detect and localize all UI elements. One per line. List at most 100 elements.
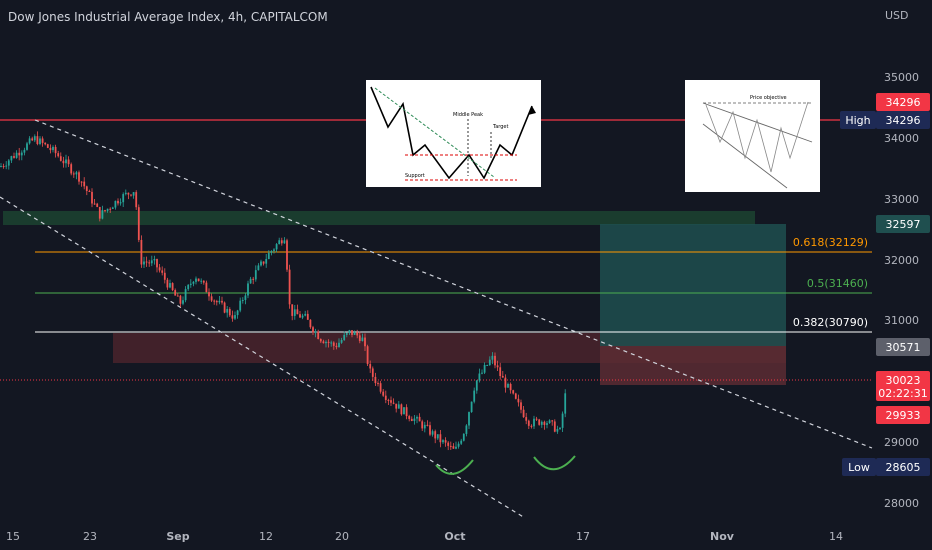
fib-382-label: 0.382(30790) [793,316,868,329]
candle-body [512,390,515,394]
candle-body [309,319,312,328]
candle-body [226,309,229,313]
candle-body [195,278,197,282]
x-tick-label: 15 [6,530,20,543]
candle-body [405,407,408,417]
cup-right [533,455,576,471]
candle-body [252,278,255,280]
candle-body [91,191,93,204]
candle-body [473,390,476,402]
candle-body [85,186,88,192]
candle-body [364,337,366,347]
candle-body [20,152,23,156]
zone-mid-tag-text: 30571 [886,341,921,354]
y-tick-label: 28000 [884,497,919,510]
x-tick-label: 14 [829,530,843,543]
candle-body [286,240,288,270]
candle-body [353,332,356,335]
x-tick-label: 17 [576,530,590,543]
inset-double-bottom-path [370,86,533,180]
candle-body [5,165,8,167]
candle-body [13,156,15,158]
cup-left [435,459,474,475]
candle-body [127,192,130,195]
candle-body [416,416,418,419]
y-tick-label: 35000 [884,71,919,84]
candle-body [379,383,382,392]
candle-body [408,416,411,419]
candle-body [299,314,301,318]
candle-body [208,292,210,297]
candle-body [517,398,520,403]
stop-price-tag [876,406,930,424]
candle-body [101,210,104,219]
candle-body [496,365,499,368]
candle-body [0,166,2,168]
candle-body [202,280,205,283]
x-tick-label: Sep [166,530,189,543]
x-tick-label: 20 [335,530,349,543]
candle-body [228,309,231,316]
candle-body [366,346,369,365]
stop-price-text: 29933 [886,409,921,422]
candle-body [527,420,530,426]
channel-upper-line[interactable] [34,119,873,449]
candle-body [239,300,242,311]
countdown-text: 02:22:31 [878,387,927,400]
candle-body [189,283,192,285]
candle-body [559,427,561,429]
low-tag-badge [842,458,876,476]
candle-body [371,368,374,377]
candle-body [262,261,265,264]
candle-body [387,399,390,401]
candle-body [117,200,119,204]
low-value-text: 28605 [886,461,921,474]
candle-body [301,315,304,318]
candle-body [78,172,80,182]
candle-body [327,341,330,343]
candle-body [486,365,489,367]
x-axis[interactable]: 15 23 Sep 12 20 Oct 17 Nov 14 [6,530,843,543]
candle-body [345,332,348,335]
candle-body [96,203,99,207]
candle-body [444,440,447,443]
candle-body [104,210,106,212]
candle-body [358,335,361,342]
candle-body [478,373,481,381]
candle-body [507,383,509,388]
candle-body [46,144,49,148]
channel-lower-line[interactable] [0,196,526,519]
y-tick-label: 32000 [884,254,919,267]
zone-top-tag [876,215,930,233]
candle-body [179,295,182,304]
candle-body [525,417,528,421]
currency-label: USD [885,9,909,22]
inset-price-objective-label: Price objective [750,95,787,101]
candle-body [241,299,244,301]
candle-body [548,420,551,424]
candle-body [288,269,291,305]
candle-body [280,240,283,244]
candle-body [205,282,208,293]
candle-body [244,295,247,300]
candle-body [317,331,320,340]
candle-body [499,367,502,376]
high-price-tag-text: 34296 [886,96,921,109]
candle-body [197,278,200,282]
candle-body [98,206,101,219]
candle-body [330,342,333,344]
candle-body [267,252,270,260]
candle-body [494,355,496,366]
candle-body [231,315,234,319]
candle-body [434,431,437,439]
candle-body [83,181,86,187]
candle-body [504,377,507,388]
candle-body [540,421,543,425]
candle-body [192,281,195,284]
candle-body [278,240,281,245]
candle-body [335,345,338,348]
candle-body [218,300,221,303]
candle-body [439,434,442,443]
